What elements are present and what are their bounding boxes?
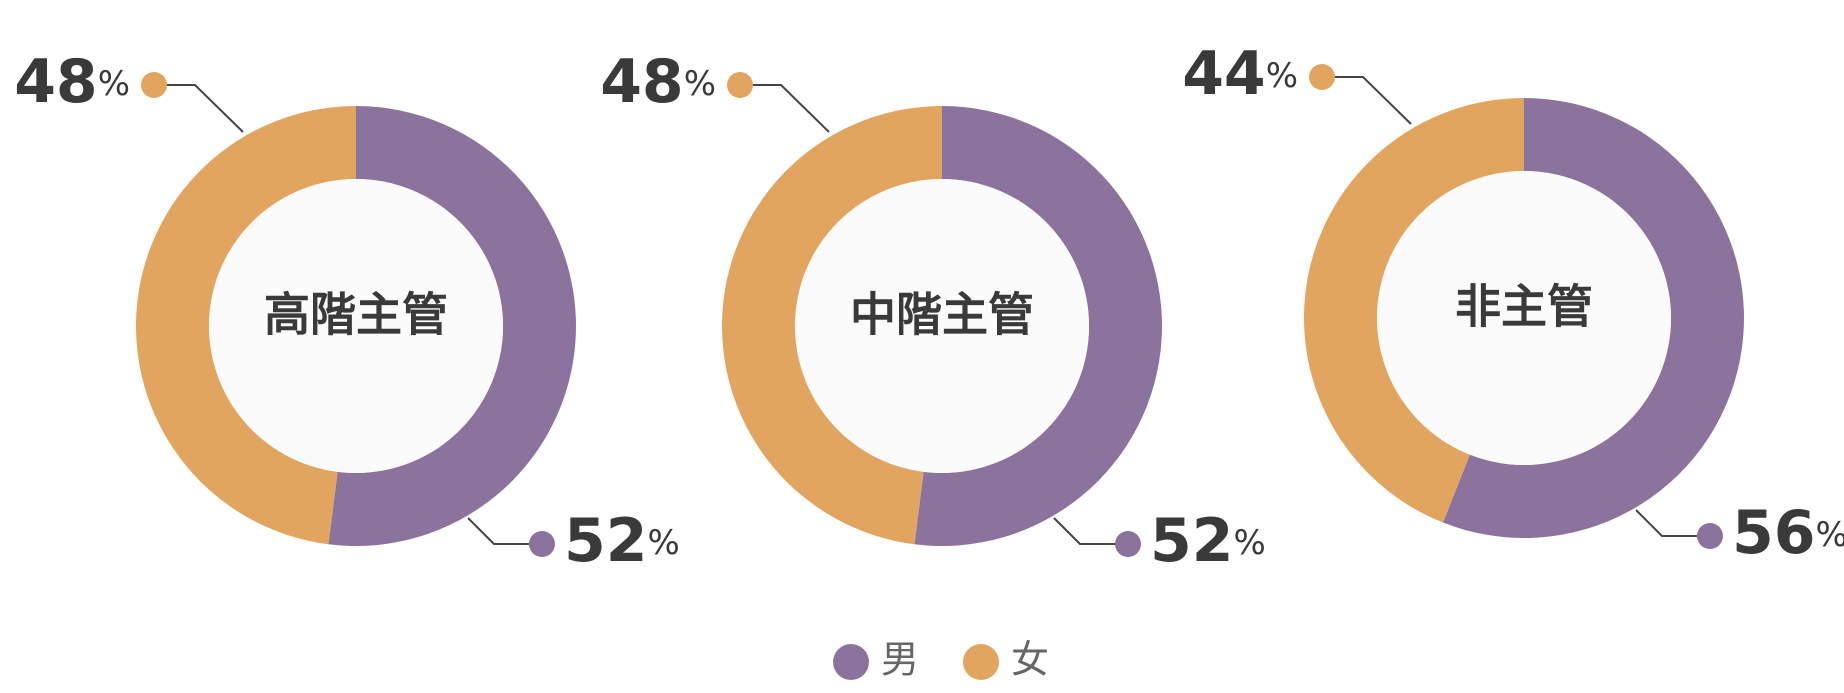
donut-segment [914,106,1162,546]
value-label: 48% [600,47,716,117]
value-label: 56% [1732,498,1844,568]
label-dot [1697,523,1723,549]
donut-segment [1443,98,1744,538]
donut-hole [795,179,1089,473]
leader-line [1053,517,1128,545]
leader-line [740,84,830,133]
label-dot [141,72,167,98]
leader-line [1322,76,1412,125]
value-label: 44% [1182,39,1298,109]
center-title: 高階主管 [264,288,448,342]
value-label: 52% [564,506,680,576]
donut-segment [135,106,356,545]
label-dot [1115,531,1141,557]
legend-label: 女 [1011,638,1049,682]
label-dot [1309,64,1335,90]
value-label: 48% [14,47,130,117]
legend-swatch [963,644,999,680]
donut-segment [721,106,942,545]
donut-hole [1377,171,1671,465]
leader-line [467,517,542,545]
center-title: 非主管 [1455,280,1593,334]
donut-hole [209,179,503,473]
value-label: 52% [1150,506,1266,576]
leader-line [1635,509,1710,537]
legend-swatch [833,644,869,680]
donut-segment [328,106,576,546]
leader-line [154,84,244,133]
center-title: 中階主管 [850,288,1034,342]
label-dot [727,72,753,98]
legend-label: 男 [881,638,919,682]
label-dot [529,531,555,557]
donut-segment [1304,98,1524,523]
